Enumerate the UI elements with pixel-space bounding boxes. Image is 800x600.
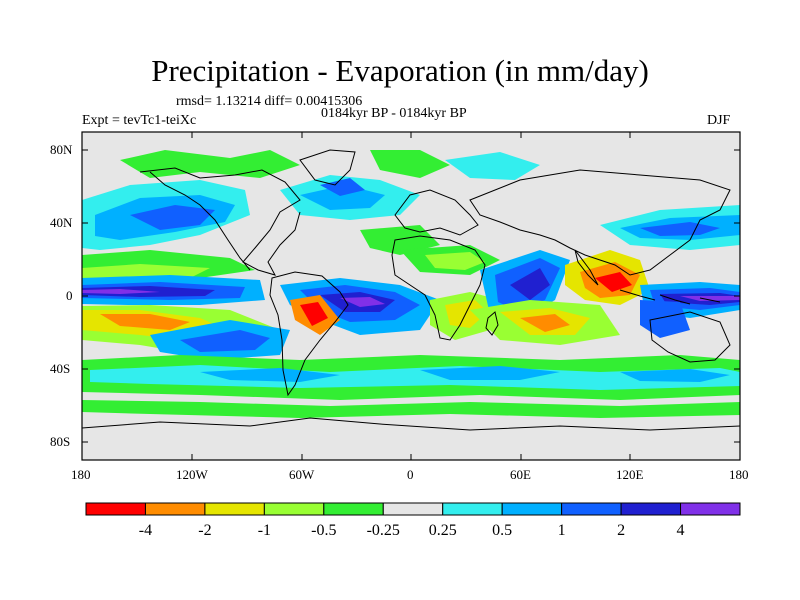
chart-title: Precipitation - Evaporation (in mm/day) <box>151 53 649 88</box>
axis-ticks <box>82 132 740 460</box>
colorbar-label: 0.5 <box>492 522 512 539</box>
colorbar-label: -0.5 <box>311 522 336 539</box>
colorbar-swatch <box>620 502 682 516</box>
lon-label-120e: 120E <box>616 467 644 482</box>
colorbar-label: 1 <box>558 522 566 539</box>
lon-label-60w: 60W <box>289 467 315 482</box>
stats-text: rmsd= 1.13214 diff= 0.00415306 <box>176 94 363 109</box>
contour-field <box>82 150 740 418</box>
colorbar-swatch <box>323 502 384 516</box>
period-text: 0184kyr BP - 0184kyr BP <box>321 106 467 121</box>
colorbar-label: -2 <box>198 522 211 539</box>
colorbar-label: -1 <box>258 522 271 539</box>
lon-label-120w: 120W <box>176 467 208 482</box>
lon-label-60e: 60E <box>510 467 531 482</box>
colorbar-swatch <box>85 502 146 516</box>
colorbar-swatch <box>263 502 325 516</box>
experiment-label: Expt = tevTc1-teiXc <box>82 113 197 128</box>
colorbar-swatch <box>501 502 563 516</box>
colorbar-swatch <box>204 502 265 516</box>
colorbar-label: 4 <box>677 522 685 539</box>
colorbar-swatch <box>382 502 444 516</box>
season-label: DJF <box>707 113 731 128</box>
colorbar-swatch <box>680 502 741 516</box>
colorbar-swatch <box>442 502 503 516</box>
coastlines <box>82 149 740 431</box>
colorbar-label: -0.25 <box>367 522 400 539</box>
lat-label-40n: 40N <box>50 215 73 230</box>
lon-label-180e: 180 <box>729 467 749 482</box>
colorbar-label: -4 <box>139 522 152 539</box>
colorbar-label: 0.25 <box>429 522 457 539</box>
colorbar: -4 -2 -1 -0.5 -0.25 0.25 0.5 1 2 4 <box>85 502 741 539</box>
colorbar-label: 2 <box>617 522 625 539</box>
colorbar-swatch <box>561 502 622 516</box>
lat-label-80n: 80N <box>50 142 73 157</box>
colorbar-swatch <box>144 502 206 516</box>
lon-label-180w: 180 <box>71 467 91 482</box>
lat-label-0: 0 <box>66 288 73 303</box>
lat-label-80s: 80S <box>50 434 71 449</box>
lat-label-40s: 40S <box>50 361 71 376</box>
lon-label-0: 0 <box>407 467 414 482</box>
